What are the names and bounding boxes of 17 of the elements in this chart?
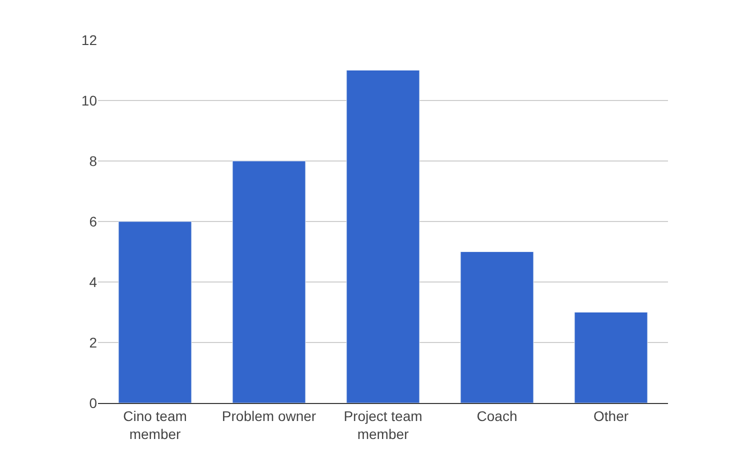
y-tick-label: 0: [89, 394, 98, 411]
bar: [232, 160, 306, 403]
bar: [346, 70, 420, 403]
bar: [118, 221, 192, 403]
bar: [460, 252, 534, 403]
bar: [574, 312, 648, 403]
y-tick-label: 2: [89, 334, 98, 350]
x-tick-label: Other: [593, 408, 629, 424]
x-tick-label: Problem owner: [222, 408, 316, 424]
y-tick-label: 4: [89, 274, 98, 290]
x-tick-label: Coach: [476, 408, 518, 424]
y-tick-label: 8: [89, 152, 98, 169]
y-tick-label: 10: [81, 92, 98, 108]
x-tick-label: Project team member: [344, 408, 422, 442]
y-tick-label: 6: [89, 213, 98, 230]
x-tick-label: Cino team member: [123, 408, 187, 442]
y-tick-label: 12: [81, 32, 98, 48]
